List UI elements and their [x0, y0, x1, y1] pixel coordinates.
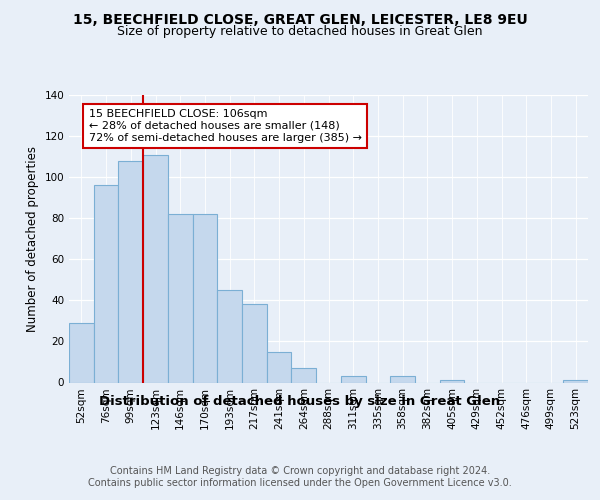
Bar	[193, 214, 217, 382]
Bar	[118, 160, 143, 382]
Bar	[390, 376, 415, 382]
Text: 15, BEECHFIELD CLOSE, GREAT GLEN, LEICESTER, LE8 9EU: 15, BEECHFIELD CLOSE, GREAT GLEN, LEICES…	[73, 12, 527, 26]
Bar	[143, 154, 168, 382]
Bar	[267, 352, 292, 382]
Y-axis label: Number of detached properties: Number of detached properties	[26, 146, 39, 332]
Text: Contains HM Land Registry data © Crown copyright and database right 2024.
Contai: Contains HM Land Registry data © Crown c…	[88, 466, 512, 487]
Bar	[341, 376, 365, 382]
Text: Distribution of detached houses by size in Great Glen: Distribution of detached houses by size …	[100, 395, 500, 408]
Bar	[440, 380, 464, 382]
Text: 15 BEECHFIELD CLOSE: 106sqm
← 28% of detached houses are smaller (148)
72% of se: 15 BEECHFIELD CLOSE: 106sqm ← 28% of det…	[89, 110, 362, 142]
Bar	[563, 380, 588, 382]
Bar	[69, 323, 94, 382]
Bar	[292, 368, 316, 382]
Bar	[168, 214, 193, 382]
Bar	[217, 290, 242, 382]
Bar	[242, 304, 267, 382]
Bar	[94, 186, 118, 382]
Text: Size of property relative to detached houses in Great Glen: Size of property relative to detached ho…	[117, 25, 483, 38]
